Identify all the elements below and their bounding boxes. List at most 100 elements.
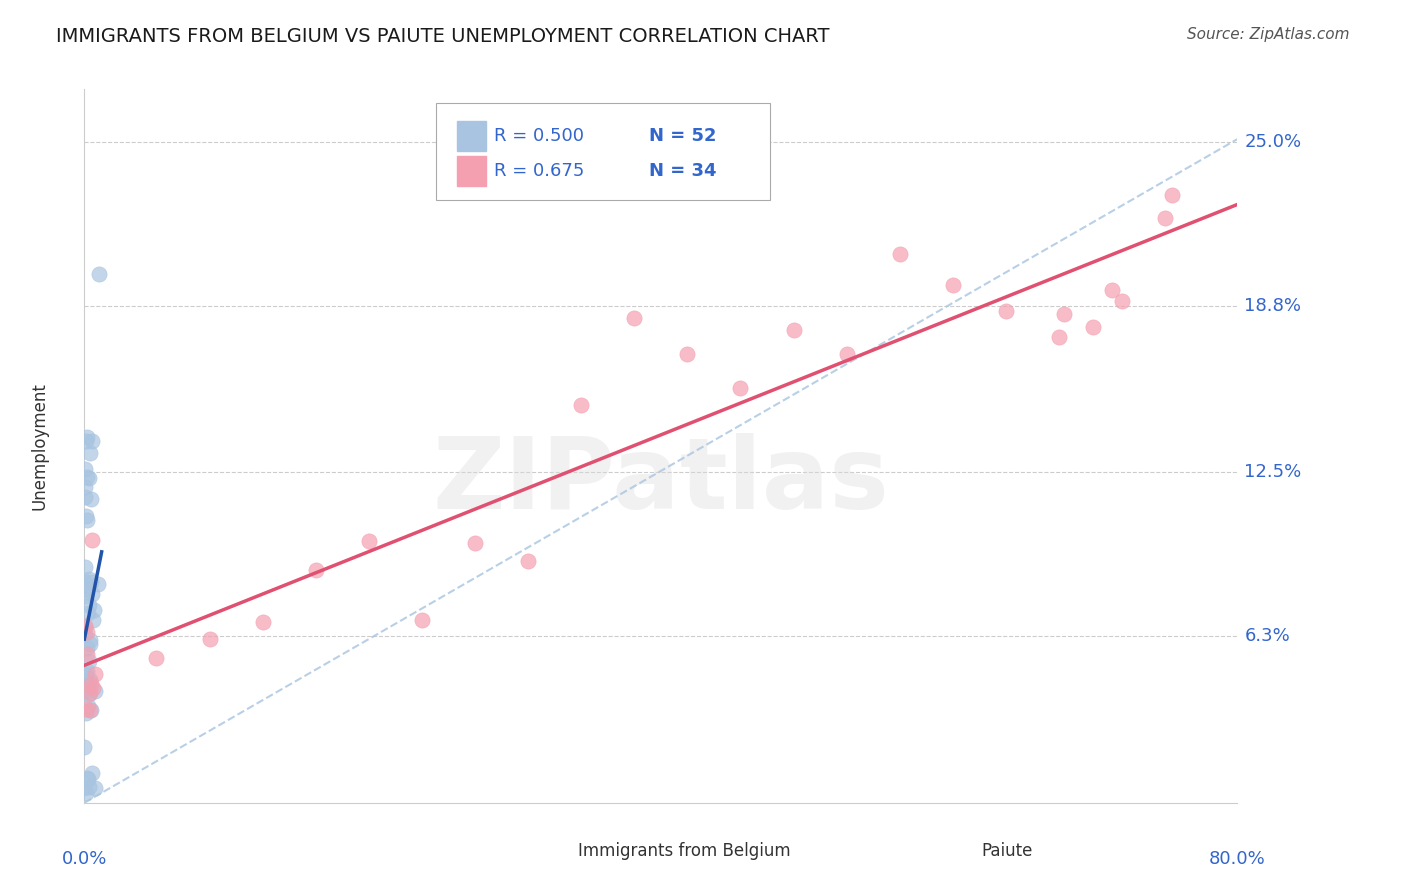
Point [569,398,592,412]
Point [942,277,965,292]
Point [76,641,98,656]
Bar [523,838,551,856]
Point [73,683,96,698]
Point [1154,211,1177,225]
Bar [457,121,485,152]
Point [77,780,100,794]
Point [75,706,97,721]
Text: ZIPatlas: ZIPatlas [433,434,889,530]
Point [76,664,98,678]
Point [73,560,96,574]
Point [1101,283,1123,297]
Point [76,771,98,785]
Point [80,434,103,448]
Point [80,677,103,691]
Point [76,679,98,693]
Point [75,627,97,641]
Point [82,681,104,695]
Point [76,772,98,786]
Point [411,613,433,627]
Point [79,686,101,700]
Text: IMMIGRANTS FROM BELGIUM VS PAIUTE UNEMPLOYMENT CORRELATION CHART: IMMIGRANTS FROM BELGIUM VS PAIUTE UNEMPL… [56,27,830,45]
Point [75,786,97,800]
Point [86,577,108,591]
Point [79,598,101,612]
Point [76,647,98,661]
Text: 18.8%: 18.8% [1244,297,1302,315]
Point [73,618,96,632]
Point [80,574,103,589]
Point [198,632,221,646]
Text: 12.5%: 12.5% [1244,464,1302,482]
Text: 6.3%: 6.3% [1244,627,1291,645]
FancyBboxPatch shape [436,103,770,200]
Text: N = 52: N = 52 [650,128,717,145]
Point [1111,293,1133,308]
Point [73,461,96,475]
Point [73,590,96,604]
Point [76,470,98,484]
Text: 0.0%: 0.0% [62,850,107,869]
Point [517,554,540,568]
Point [79,673,101,688]
Point [73,781,96,796]
Point [75,582,97,596]
Point [305,563,328,577]
Point [79,703,101,717]
Point [80,491,103,506]
Point [79,637,101,651]
Point [252,615,274,629]
Point [76,698,98,713]
Text: R = 0.500: R = 0.500 [494,128,583,145]
Point [87,267,110,281]
Point [80,586,103,600]
Point [77,654,100,668]
Point [79,632,101,647]
Point [76,430,98,444]
Point [357,534,380,549]
Point [75,678,97,692]
Text: Paiute: Paiute [981,842,1032,860]
Point [1083,320,1105,334]
Point [77,682,100,697]
Point [77,471,100,485]
Point [80,766,103,780]
Bar [457,155,485,186]
Point [73,620,96,634]
Point [1047,330,1070,344]
Point [77,572,100,586]
Point [75,574,97,589]
Point [75,434,97,449]
Point [84,666,107,681]
Point [73,739,96,754]
Point [994,304,1017,318]
Point [75,480,97,494]
Text: N = 34: N = 34 [650,161,717,179]
Point [75,490,97,504]
Point [76,513,98,527]
Point [623,311,645,326]
Bar [908,838,938,856]
Point [75,702,97,716]
Point [82,613,104,627]
Point [77,606,100,620]
Point [730,381,752,395]
Point [782,323,804,337]
Point [79,446,101,460]
Point [76,625,98,640]
Text: 25.0%: 25.0% [1244,133,1302,151]
Point [464,536,486,550]
Point [75,667,97,681]
Point [835,347,858,361]
Point [84,780,107,795]
Text: Source: ZipAtlas.com: Source: ZipAtlas.com [1187,27,1350,42]
Text: R = 0.675: R = 0.675 [494,161,583,179]
Point [145,651,167,665]
Point [1053,307,1076,321]
Point [83,684,105,698]
Point [676,347,699,361]
Point [75,509,97,524]
Text: Unemployment: Unemployment [31,382,48,510]
Text: Immigrants from Belgium: Immigrants from Belgium [578,842,790,860]
Point [79,703,101,717]
